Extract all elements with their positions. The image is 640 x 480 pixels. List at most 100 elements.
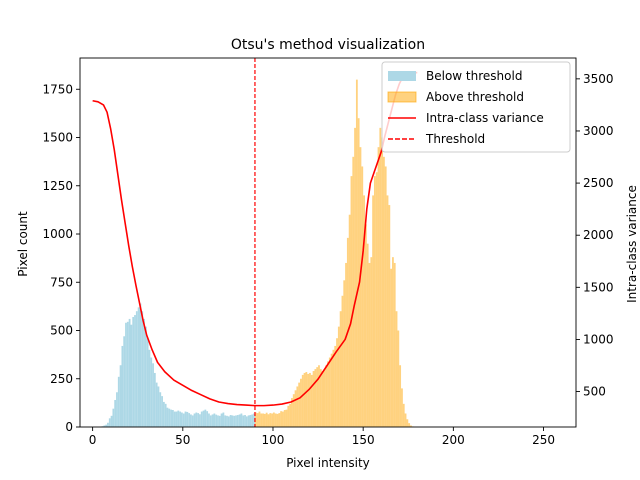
histogram-bar [105,424,108,427]
histogram-bar [186,411,189,427]
variance-line-group [92,71,418,407]
histogram-bar [242,415,245,427]
histogram-bar [364,224,367,427]
histogram-bar [233,415,236,427]
histogram-bar [179,411,181,427]
y-tick-label: 0 [65,420,73,434]
y-tick-label: 750 [50,275,73,289]
histogram-bar [188,413,191,427]
histogram-bar [249,415,252,427]
histogram-bar [116,392,118,427]
histogram-bar [197,413,200,427]
chart-title: Otsu's method visualization [231,37,425,53]
histogram-bar [222,412,225,427]
histogram-bar [325,365,328,427]
histogram-bar [285,409,288,427]
histogram-bar [132,316,135,427]
histogram-bar [262,413,264,427]
legend-label: Threshold [425,132,485,146]
histogram-bar [263,413,266,427]
histogram-bar [253,413,255,427]
histogram-bar [260,413,263,427]
histogram-bars [101,79,414,428]
x-tick-label: 250 [532,433,555,447]
histogram-bar [184,411,187,427]
x-tick-label: 50 [175,433,190,447]
histogram-bar [379,127,382,428]
histogram-bar [307,373,310,427]
legend: Below threshold Above threshold Intra-clas… [381,61,571,153]
histogram-bar [280,411,282,427]
y-tick-label: 250 [50,372,73,386]
histogram-bar [206,411,209,427]
histogram-bar [108,418,111,427]
histogram-bar [330,353,333,427]
histogram-bar [208,413,210,427]
histogram-bar [144,326,147,427]
histogram-bar [399,365,402,427]
histogram-bar [404,413,407,427]
histogram-bar [361,166,364,427]
histogram-bar [267,414,270,427]
histogram-bar [146,338,149,427]
histogram-bar [287,405,290,427]
histogram-bar [128,318,131,427]
histogram-bar [265,412,268,427]
histogram-bar [300,378,302,427]
histogram-bar [229,415,232,427]
histogram-bar [171,410,174,427]
histogram-bar [359,147,362,427]
axes [79,57,577,428]
histogram-bar [301,374,304,427]
histogram-bar [397,330,400,427]
histogram-bar [244,415,246,427]
histogram-bar [343,280,346,427]
histogram-bar [137,307,140,427]
histogram-bar [224,415,227,427]
histogram-bar [112,408,115,427]
histogram-bar [152,363,154,427]
histogram-bar [377,147,380,427]
histogram-bar [114,399,117,427]
histogram-bar [226,415,228,427]
histogram-bar [312,371,315,427]
histogram-bar [401,388,403,427]
histogram-bar [161,396,163,427]
histogram-bar [283,410,286,427]
histogram-bar [336,338,338,427]
x-tick-label: 150 [352,433,375,447]
legend-swatch [387,91,417,103]
histogram-bar [117,376,120,427]
variance-line [92,71,418,407]
y-tick-label: 1750 [42,82,73,96]
histogram-bar [168,408,171,427]
histogram-bar [289,403,292,427]
histogram-bar [350,176,353,427]
legend-label: Above threshold [426,90,524,104]
histogram-bar [282,411,284,427]
legend-swatch [388,71,416,81]
histogram-bar [209,415,212,427]
histogram-bar [134,315,136,427]
histogram-bar [218,415,221,427]
y2-tick-label: 500 [583,385,606,399]
histogram-bar [238,414,241,427]
histogram-bar [166,407,169,427]
histogram-bar [310,374,313,427]
histogram-bar [337,326,340,427]
histogram-bar [200,411,203,427]
histogram-bar [294,390,297,427]
histogram-bar [323,369,326,427]
y2-tick-label: 1000 [583,332,614,346]
histogram-bar [291,398,293,427]
histogram-bar [410,425,412,427]
histogram-bar [227,416,230,427]
x-tick-label: 0 [89,433,97,447]
histogram-bar [276,413,279,427]
histogram-bar [162,401,165,427]
histogram-bar [332,349,335,427]
legend-box [381,61,571,153]
histogram-bar [370,257,373,427]
histogram-bar [390,268,393,427]
